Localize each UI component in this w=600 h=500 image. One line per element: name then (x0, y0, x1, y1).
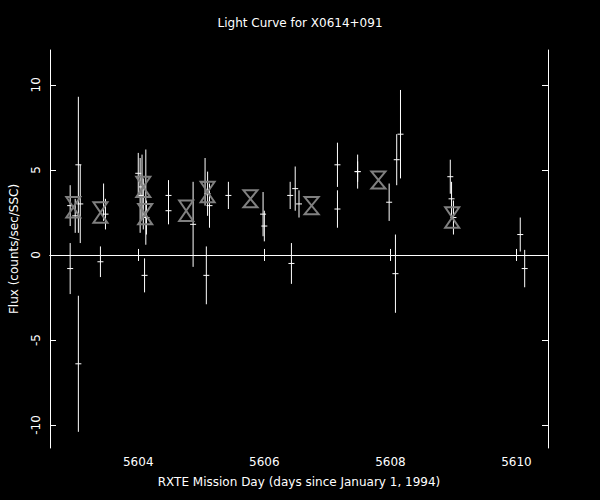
svg-text:-5: -5 (29, 334, 43, 346)
svg-text:5604: 5604 (123, 455, 154, 469)
svg-text:5606: 5606 (249, 455, 280, 469)
svg-text:Light Curve for X0614+091: Light Curve for X0614+091 (217, 16, 382, 30)
svg-text:RXTE Mission Day (days since J: RXTE Mission Day (days since January 1, … (158, 475, 440, 489)
svg-text:5608: 5608 (375, 455, 406, 469)
svg-text:10: 10 (29, 77, 43, 92)
svg-text:Flux (counts/sec/SSC): Flux (counts/sec/SSC) (7, 184, 21, 314)
svg-text:5: 5 (29, 166, 43, 174)
svg-text:5610: 5610 (501, 455, 532, 469)
svg-text:-10: -10 (29, 415, 43, 435)
svg-text:0: 0 (29, 251, 43, 259)
